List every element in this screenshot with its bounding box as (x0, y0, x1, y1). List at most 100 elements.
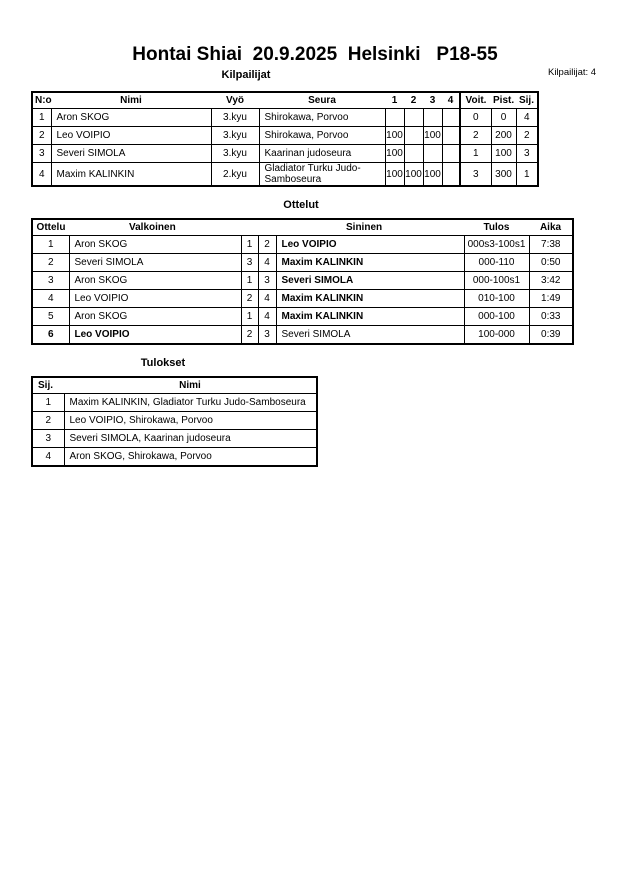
match-cell: Aron SKOG (68, 307, 242, 326)
column-header (258, 218, 276, 236)
column-header: 4 (442, 91, 460, 109)
match-cell: Leo VOIPIO (275, 235, 465, 254)
match-cell: 5 (31, 307, 70, 326)
competitor-count: Kilpailijat: 4 (548, 67, 597, 78)
column-header: Aika (529, 218, 573, 236)
competitor-cell: 300 (490, 162, 517, 187)
column-header: Seura (259, 91, 385, 109)
match-cell: Severi SIMOLA (68, 253, 242, 272)
match-cell: 000-110 (463, 253, 530, 272)
match-cell: 1:49 (528, 289, 574, 308)
competitor-cell: 1 (31, 108, 52, 127)
match-cell: 3:42 (528, 271, 574, 290)
competitor-cell (441, 126, 461, 145)
match-row: 3 Aron SKOG 1 3 Severi SIMOLA 000-100s1 3:42 (31, 271, 574, 290)
match-cell: Maxim KALINKIN (275, 253, 465, 272)
result-cell: Severi SIMOLA, Kaarinan judoseura (63, 429, 318, 448)
competitor-cell: 100 (422, 126, 443, 145)
match-row: 2 Severi SIMOLA 3 4 Maxim KALINKIN 000-110 0:5… (31, 253, 574, 272)
match-cell: Aron SKOG (68, 235, 242, 254)
match-cell: Aron SKOG (68, 271, 242, 290)
match-cell: 2 (240, 325, 259, 345)
match-cell: 2 (240, 289, 259, 308)
match-cell: 2 (257, 235, 277, 254)
competitor-row: 1 Aron SKOG 3.kyu Shirokawa, Porvoo 0 0 4 (31, 108, 539, 127)
match-cell: 4 (257, 253, 277, 272)
match-cell: 0:50 (528, 253, 574, 272)
match-row: 5 Aron SKOG 1 4 Maxim KALINKIN 000-100 0:33 (31, 307, 574, 326)
column-header: Sininen (276, 218, 464, 236)
match-cell: 000s3-100s1 (463, 235, 530, 254)
match-cell: Severi SIMOLA (275, 271, 465, 290)
column-header: Valkoinen (69, 218, 241, 236)
match-row: 1 Aron SKOG 1 2 Leo VOIPIO 000s3-100s1 7:38 (31, 235, 574, 254)
result-row: 4 Aron SKOG, Shirokawa, Porvoo (31, 447, 318, 467)
competitor-cell: 3 (515, 144, 539, 163)
competitor-cell: 3 (31, 144, 52, 163)
result-cell: Leo VOIPIO, Shirokawa, Porvoo (63, 411, 318, 430)
column-header: Vyö (211, 91, 259, 109)
match-cell: 4 (257, 289, 277, 308)
competitor-cell (441, 108, 461, 127)
column-header: N:o (32, 91, 52, 109)
competitors-table: N:o Nimi Vyö Seura 1 2 3 4 Voit. Pist. Sij. 1 Aron S… (31, 91, 539, 187)
competitor-cell: 3.kyu (210, 144, 260, 163)
competitor-cell: 2 (515, 126, 539, 145)
column-header: 2 (404, 91, 423, 109)
competitor-cell: Leo VOIPIO (50, 126, 212, 145)
competitor-cell: 3 (459, 162, 492, 187)
match-cell: 0:39 (528, 325, 574, 345)
match-cell: 1 (240, 307, 259, 326)
competitor-cell: Maxim KALINKIN (50, 162, 212, 187)
competitor-cell: 2.kyu (210, 162, 260, 187)
result-row: 1 Maxim KALINKIN, Gladiator Turku Judo-Sa… (31, 393, 318, 412)
competitor-cell: 1 (459, 144, 492, 163)
matches-title: Ottelut (283, 199, 319, 211)
competitor-cell: 3.kyu (210, 126, 260, 145)
competitor-cell (384, 108, 405, 127)
results-table: Sij. Nimi 1 Maxim KALINKIN, Gladiator Turku… (31, 376, 318, 467)
result-cell: 4 (31, 447, 65, 467)
match-cell: 3 (240, 253, 259, 272)
match-cell: Maxim KALINKIN (275, 307, 465, 326)
competitor-cell (403, 126, 424, 145)
result-cell: Maxim KALINKIN, Gladiator Turku Judo-Sam… (63, 393, 318, 412)
competitor-cell: Aron SKOG (50, 108, 212, 127)
result-row: 2 Leo VOIPIO, Shirokawa, Porvoo (31, 411, 318, 430)
competitor-cell (403, 144, 424, 163)
match-cell: 1 (240, 235, 259, 254)
competitor-cell: 100 (403, 162, 424, 187)
match-cell: Severi SIMOLA (275, 325, 465, 345)
column-header: 1 (385, 91, 404, 109)
match-cell: 3 (257, 271, 277, 290)
column-header: Tulos (464, 218, 529, 236)
match-cell: 6 (31, 325, 70, 345)
competitor-cell: Gladiator Turku Judo-Samboseura (258, 162, 386, 187)
competitor-cell: 2 (31, 126, 52, 145)
match-cell: 1 (31, 235, 70, 254)
match-cell: Maxim KALINKIN (275, 289, 465, 308)
result-cell: 1 (31, 393, 65, 412)
competitor-cell: 100 (384, 126, 405, 145)
competitor-cell (403, 108, 424, 127)
result-cell: 3 (31, 429, 65, 448)
competitor-cell: 100 (422, 162, 443, 187)
competitor-cell: Kaarinan judoseura (258, 144, 386, 163)
competitor-cell: 2 (459, 126, 492, 145)
competitor-cell (441, 162, 461, 187)
result-row: 3 Severi SIMOLA, Kaarinan judoseura (31, 429, 318, 448)
match-row: 4 Leo VOIPIO 2 4 Maxim KALINKIN 010-100 1:49 (31, 289, 574, 308)
competitor-cell: Shirokawa, Porvoo (258, 108, 386, 127)
competitor-cell: 0 (490, 108, 517, 127)
match-cell: 000-100 (463, 307, 530, 326)
column-header: 3 (423, 91, 442, 109)
match-cell: 2 (31, 253, 70, 272)
match-cell: 4 (257, 307, 277, 326)
match-row: 6 Leo VOIPIO 2 3 Severi SIMOLA 100-000 0:39 (31, 325, 574, 345)
column-header: Nimi (51, 91, 211, 109)
match-cell: 3 (257, 325, 277, 345)
column-header: Nimi (64, 376, 317, 394)
competitor-cell: 0 (459, 108, 492, 127)
match-cell: 0:33 (528, 307, 574, 326)
column-header: Voit. (459, 91, 491, 109)
